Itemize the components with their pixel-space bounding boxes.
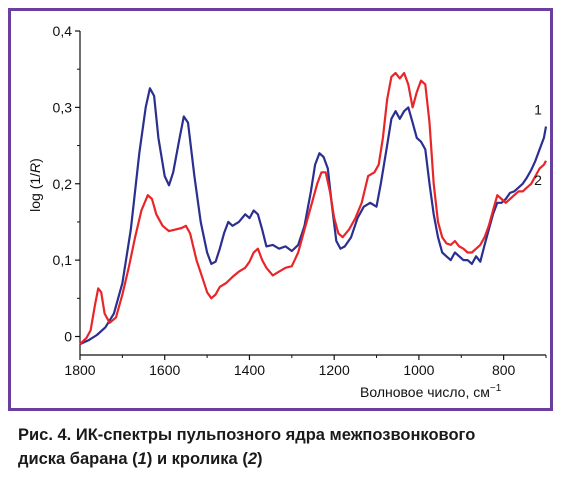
caption-text-c: ) [257,450,263,468]
x-tick-label-1200: 1200 [319,362,350,378]
figure-caption: Рис. 4. ИК-спектры пульпозного ядра межп… [18,423,558,471]
x-tick-label-1800: 1800 [64,362,95,378]
y-axis-title: log (1/R) [27,158,43,212]
x-tick-label-800: 800 [492,362,516,378]
figure-frame [8,8,553,411]
series-1-label: 1 [534,101,542,117]
caption-line-1: Рис. 4. ИК-спектры пульпозного ядра межп… [18,426,476,444]
ir-spectra-chart: 1800 1600 1400 1200 1000 800 0 0,1 0,2 0,3 0,4 1 2 В… [27,23,548,400]
y-tick-label-2: 0,2 [53,176,73,192]
series-2-label: 2 [534,172,542,188]
y-axis-title-prefix: log (1/ [27,173,43,212]
x-axis-title-superscript: −1 [490,383,502,394]
y-tick-label-4: 0,4 [53,23,73,39]
x-axis-title: Волновое число, см−1 [360,383,502,400]
caption-text-b: ) и кролика ( [146,450,248,468]
series-2-line [79,71,547,345]
y-tick-label-3: 0,3 [53,99,73,115]
caption-series-1-ref: 1 [137,450,147,468]
y-axis-title-italic: R [27,163,43,173]
caption-series-2-ref: 2 [247,450,257,468]
caption-text-a: диска барана ( [18,450,138,468]
y-tick-label-1: 0,1 [53,252,73,268]
x-tick-label-1600: 1600 [149,362,180,378]
y-axis-title-suffix: ) [27,158,43,163]
plot-area: 1800 1600 1400 1200 1000 800 0 0,1 0,2 0,3 0,4 1 2 [53,23,548,378]
x-axis-title-text: Волновое число, см [360,384,490,400]
x-tick-label-1400: 1400 [234,362,265,378]
caption-line-2: диска барана (1) и кролика (2) [18,447,558,471]
x-tick-label-1000: 1000 [403,362,434,378]
y-tick-label-0: 0 [64,329,72,345]
series-1-line [79,87,548,346]
